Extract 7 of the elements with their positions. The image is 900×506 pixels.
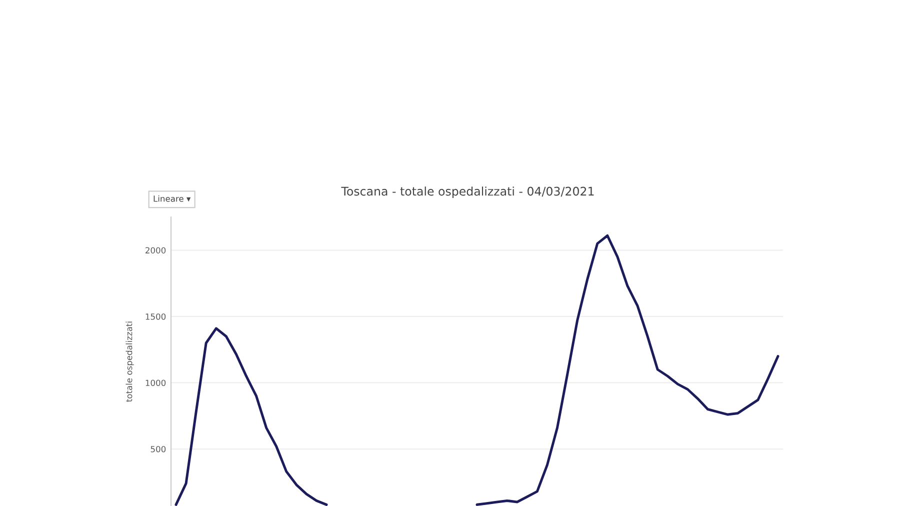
y-tick-label: 2000	[146, 247, 166, 254]
y-tick-label: 1000	[146, 380, 166, 386]
text: Lineare ▾	[154, 195, 191, 202]
y-axis-title: totale ospedalizzati	[126, 322, 134, 402]
chart-title: Toscana - totale ospedalizzati - 04/03/2021	[341, 186, 594, 198]
y-tick-label: 500	[150, 446, 166, 452]
y-tick-label: 1500	[146, 313, 166, 320]
